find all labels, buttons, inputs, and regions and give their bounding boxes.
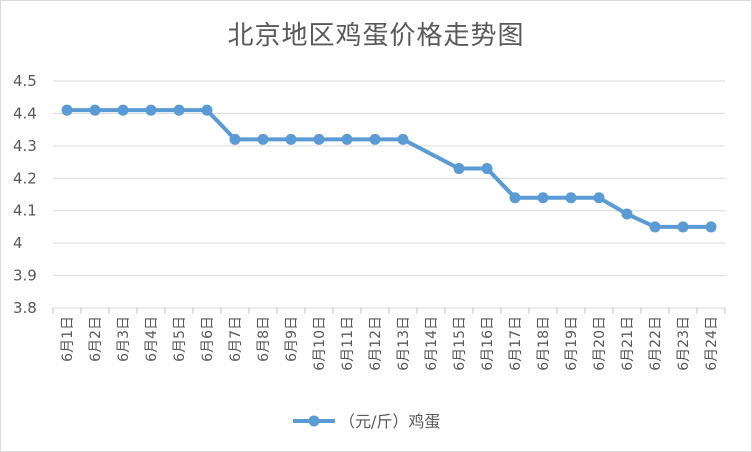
data-point bbox=[397, 133, 409, 145]
y-tick-label: 3.8 bbox=[13, 299, 37, 317]
y-tick-label: 4 bbox=[13, 234, 23, 252]
y-tick-label: 4.2 bbox=[13, 169, 37, 187]
x-tick-label: 6月7日 bbox=[228, 316, 244, 362]
grid-lines bbox=[53, 80, 725, 309]
data-point bbox=[705, 221, 717, 233]
data-point bbox=[117, 104, 129, 116]
x-tick-label: 6月18日 bbox=[536, 316, 552, 371]
data-point bbox=[565, 192, 577, 204]
y-tick-label: 4.1 bbox=[13, 202, 37, 220]
data-point bbox=[173, 104, 185, 116]
data-point bbox=[593, 192, 605, 204]
data-point bbox=[313, 133, 325, 145]
data-point bbox=[621, 208, 633, 220]
data-point bbox=[257, 133, 269, 145]
y-tick-label: 4.4 bbox=[13, 104, 37, 122]
x-tick-label: 6月13日 bbox=[396, 316, 412, 371]
x-tick-label: 6月14日 bbox=[424, 316, 440, 371]
data-point bbox=[201, 104, 213, 116]
data-point bbox=[145, 104, 157, 116]
data-point bbox=[649, 221, 661, 233]
x-tick-label: 6月16日 bbox=[480, 316, 496, 371]
data-point bbox=[229, 133, 241, 145]
data-point bbox=[537, 192, 549, 204]
x-tick-label: 6月11日 bbox=[340, 316, 356, 371]
y-tick-label: 4.3 bbox=[13, 137, 37, 155]
x-tick-label: 6月8日 bbox=[256, 316, 272, 362]
x-axis: 6月1日 6月2日 6月3日 6月4日 6月5日 6月6日 6月7日 6月8日 6月9日 6月10… bbox=[52, 308, 726, 371]
y-tick-label: 4.5 bbox=[13, 72, 37, 90]
x-tick-label: 6月10日 bbox=[312, 316, 328, 371]
x-tick-label: 6月6日 bbox=[200, 316, 216, 362]
data-point bbox=[61, 104, 73, 116]
plot-area bbox=[61, 104, 717, 233]
legend: （元/斤）鸡蛋 bbox=[293, 412, 440, 431]
x-tick-label: 6月3日 bbox=[116, 316, 132, 362]
x-tick-label: 6月4日 bbox=[144, 316, 160, 362]
data-point bbox=[285, 133, 297, 145]
legend-dot-marker bbox=[308, 415, 320, 427]
legend-label: （元/斤）鸡蛋 bbox=[339, 412, 440, 431]
data-point bbox=[369, 133, 381, 145]
x-tick-label: 6月21日 bbox=[620, 316, 636, 371]
x-tick-label: 6月9日 bbox=[284, 316, 300, 362]
x-tick-label: 6月19日 bbox=[564, 316, 580, 371]
data-point bbox=[341, 133, 353, 145]
x-tick-label: 6月2日 bbox=[88, 316, 104, 362]
y-tick-label: 3.9 bbox=[13, 267, 37, 285]
data-point bbox=[89, 104, 101, 116]
x-tick-label: 6月12日 bbox=[368, 316, 384, 371]
data-point bbox=[677, 221, 689, 233]
data-point bbox=[509, 192, 521, 204]
chart-title: 北京地区鸡蛋价格走势图 bbox=[227, 21, 525, 51]
data-point bbox=[481, 163, 493, 175]
x-tick-label: 6月22日 bbox=[648, 316, 664, 371]
y-axis: 3.8 3.9 4 4.1 4.2 4.3 4.4 4.5 bbox=[13, 72, 37, 317]
x-tick-label: 6月5日 bbox=[172, 316, 188, 362]
x-tick-label: 6月17日 bbox=[508, 316, 524, 371]
series-line bbox=[67, 108, 711, 229]
x-tick-label: 6月24日 bbox=[704, 316, 720, 371]
x-tick-label: 6月15日 bbox=[452, 316, 468, 371]
x-tick-label: 6月1日 bbox=[60, 316, 76, 362]
x-tick-label: 6月20日 bbox=[592, 316, 608, 371]
x-tick-label: 6月23日 bbox=[676, 316, 692, 371]
data-point bbox=[453, 163, 465, 175]
